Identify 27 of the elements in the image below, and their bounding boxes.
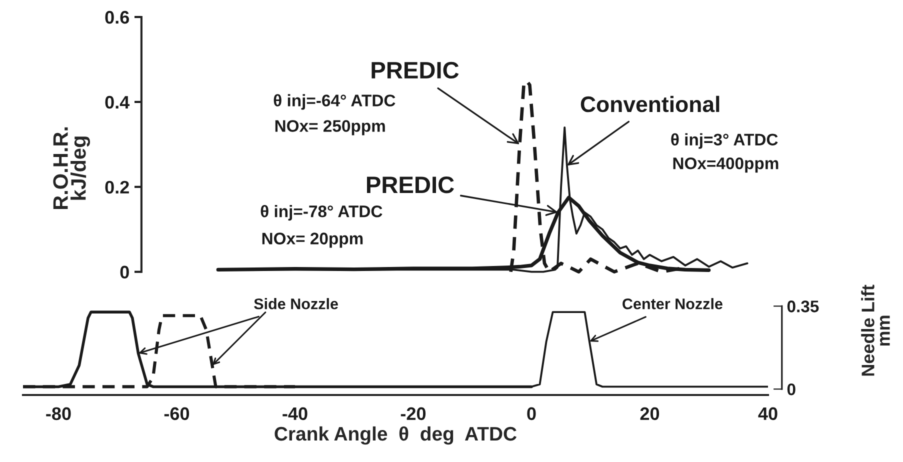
annotation: Center Nozzle (622, 298, 722, 310)
annotation: θ inj=3° ATDC (671, 133, 778, 149)
y-tick-label: 0 (120, 266, 129, 279)
annotation: Side Nozzle (254, 298, 338, 310)
y2-tick-label: 0.35 (787, 300, 819, 312)
y2-tick-label: 0 (787, 383, 796, 396)
text: PREDIC (372, 62, 459, 79)
series-label: Conventional (580, 96, 720, 112)
annotation: θ inj=-64° ATDC (274, 94, 396, 110)
x-tick-label: -80 (46, 407, 71, 420)
x-tick-label: 20 (640, 407, 660, 420)
y-tick-label: 0.4 (105, 96, 130, 109)
annotation: NOx=400ppm (673, 157, 778, 173)
x-tick-label: 0 (527, 407, 536, 420)
x-axis-title: Crank Angle θ deg ATDC (274, 426, 517, 445)
x-tick-label: -60 (164, 407, 190, 420)
y-tick-label: 0.6 (105, 10, 129, 24)
y-tick-label: 0.2 (105, 180, 129, 194)
text: PREDIC (366, 176, 454, 194)
y2-axis-title: Needle Lift mm (861, 284, 890, 376)
annotation: NOx= 20ppm (262, 232, 363, 248)
annotation: NOx= 250ppm (275, 120, 385, 136)
x-tick-label: -20 (400, 407, 426, 420)
x-tick-label: 40 (758, 407, 778, 420)
annotation: θ inj=-78° ATDC (260, 205, 382, 221)
y-axis-title: R.O.H.R. kJ/deg (53, 127, 90, 210)
x-tick-label: -40 (282, 407, 308, 420)
